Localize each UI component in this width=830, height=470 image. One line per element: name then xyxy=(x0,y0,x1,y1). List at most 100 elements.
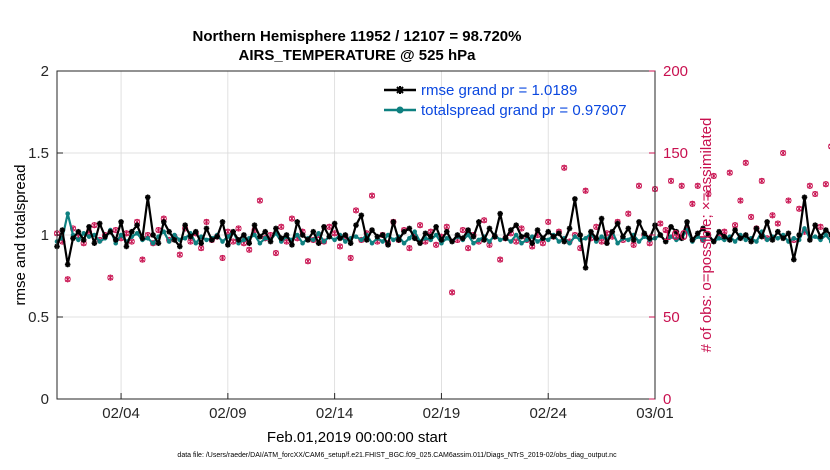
obs-assimilated-point xyxy=(449,289,455,296)
rmse-point xyxy=(513,222,519,228)
obs-assimilated-point xyxy=(347,254,354,261)
rmse-point xyxy=(294,219,301,225)
spread-point xyxy=(743,237,749,243)
rmse-point xyxy=(283,232,290,238)
rmse-point xyxy=(732,227,738,233)
y-axis-label: rmse and totalspread xyxy=(12,165,29,306)
obs-assimilated-point xyxy=(630,241,637,248)
spread-point xyxy=(220,239,225,244)
rmse-point xyxy=(422,230,429,237)
spread-point xyxy=(332,237,337,243)
rmse-point xyxy=(678,235,685,242)
obs-assimilated-point xyxy=(743,159,749,166)
obs-assimilated-point xyxy=(481,217,487,224)
rmse-point xyxy=(305,237,311,243)
spread-point xyxy=(407,235,412,241)
rmse-point xyxy=(518,233,525,240)
chart-subtitle: AIRS_TEMPERATURE @ 525 hPa xyxy=(239,47,477,64)
rmse-point xyxy=(609,228,616,235)
spread-point xyxy=(252,232,257,238)
spread-point xyxy=(321,239,327,244)
rmse-point xyxy=(353,222,359,228)
y-tick-label: 0.5 xyxy=(28,309,49,326)
rmse-point xyxy=(219,219,226,225)
spread-point xyxy=(300,240,305,246)
rmse-point xyxy=(807,237,813,243)
rmse-point xyxy=(230,228,236,235)
rmse-point xyxy=(566,225,573,232)
rmse-point xyxy=(289,242,295,248)
rmse-point xyxy=(96,220,103,227)
obs-assimilated-point xyxy=(662,227,669,234)
obs-assimilated-point xyxy=(823,181,829,188)
rmse-point xyxy=(107,228,114,235)
rmse-point xyxy=(561,238,568,245)
rmse-point xyxy=(171,237,178,243)
spread-point xyxy=(700,237,706,243)
rmse-point xyxy=(438,237,445,243)
rmse-point xyxy=(497,210,503,217)
rmse-point xyxy=(742,232,749,238)
rmse-point xyxy=(449,238,455,245)
rmse-point xyxy=(401,228,407,235)
spread-point xyxy=(294,232,300,238)
obs-assimilated-point xyxy=(219,254,226,261)
legend-entry-spread: totalspread grand pr = 0.97907 xyxy=(384,102,627,119)
y-axis-right-label: # of obs: o=possible; ×=assimilated xyxy=(698,118,715,353)
rmse-point xyxy=(577,232,584,238)
rmse-point xyxy=(433,224,439,230)
spread-point xyxy=(626,237,631,243)
spread-point xyxy=(150,240,156,246)
rmse-point xyxy=(390,219,397,225)
obs-assimilated-point xyxy=(737,197,744,204)
obs-assimilated-point xyxy=(689,200,696,207)
spread-point xyxy=(145,235,151,241)
rmse-point xyxy=(59,227,66,233)
rmse-point xyxy=(785,230,792,237)
rmse-point xyxy=(347,240,354,246)
chart-title: Northern Hemisphere 11952 / 12107 = 98.7… xyxy=(193,28,522,45)
rmse-point xyxy=(193,228,199,235)
data-file-footnote: data file: /Users/raeder/DAI/ATM_forcXX/… xyxy=(177,452,617,459)
spread-point xyxy=(343,239,348,244)
rmse-point xyxy=(641,230,648,237)
x-tick-label: 02/09 xyxy=(209,405,247,422)
obs-assimilated-point xyxy=(353,207,359,214)
rmse-point xyxy=(620,233,626,240)
obs-assimilated-point xyxy=(305,258,311,265)
obs-assimilated-point xyxy=(107,274,114,281)
rmse-point xyxy=(812,222,818,228)
data-series xyxy=(54,194,830,271)
rmse-point xyxy=(102,233,108,240)
rmse-point xyxy=(411,235,418,242)
rmse-point xyxy=(769,237,776,243)
obs-assimilated-point xyxy=(369,192,375,199)
rmse-point xyxy=(209,237,215,243)
rmse-point xyxy=(673,228,680,235)
spread-point xyxy=(674,237,679,243)
spread-point xyxy=(535,239,540,244)
spread-point xyxy=(823,232,829,238)
rmse-point xyxy=(406,225,413,232)
obs-assimilated-point xyxy=(465,245,471,252)
spread-point xyxy=(476,237,482,243)
legend-label-spread: totalspread grand pr = 0.97907 xyxy=(421,102,627,119)
spread-point xyxy=(182,235,188,241)
spread-point xyxy=(193,240,199,246)
obs-assimilated-point xyxy=(668,177,674,184)
rmse-point xyxy=(646,235,653,242)
rmse-point xyxy=(614,220,621,227)
rmse-point xyxy=(529,240,535,246)
spread-point xyxy=(76,237,81,243)
y-tick-label: 1 xyxy=(41,227,49,244)
rmse-point xyxy=(342,232,349,238)
obs-assimilated-point xyxy=(417,222,423,229)
rmse-point xyxy=(326,233,333,240)
y-tick-label: 2 xyxy=(41,63,49,80)
rmse-point xyxy=(86,224,92,230)
rmse-point xyxy=(337,235,343,242)
obs-assimilated-point xyxy=(807,182,813,189)
spread-point xyxy=(791,235,797,241)
spread-point xyxy=(359,237,364,243)
